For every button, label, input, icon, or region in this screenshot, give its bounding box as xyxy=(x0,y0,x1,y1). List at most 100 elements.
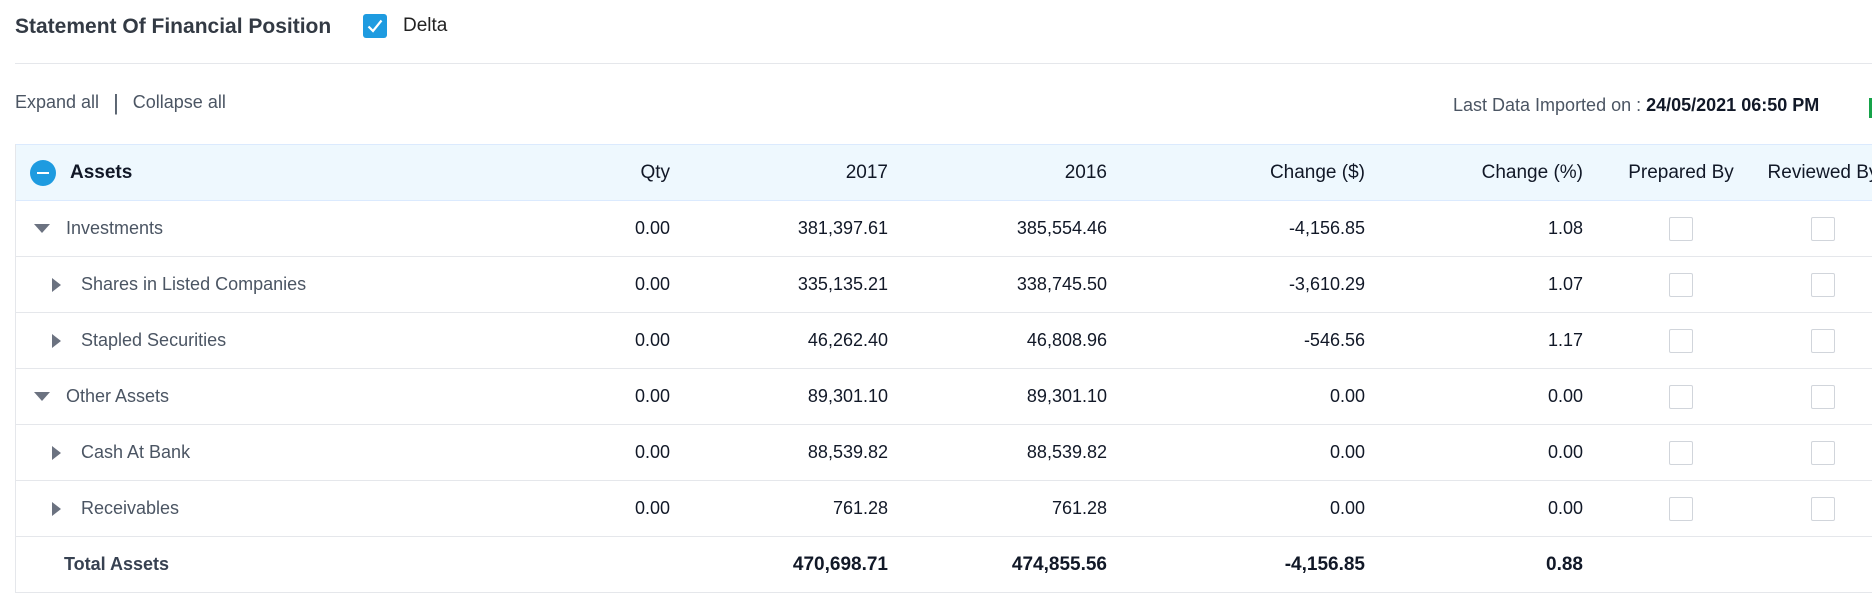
row-label[interactable]: Stapled Securities xyxy=(52,313,226,368)
check-icon xyxy=(367,19,383,33)
reviewed-by-cell xyxy=(1738,257,1872,312)
cell-change-percent: 1.07 xyxy=(1547,274,1583,294)
row-label-text: Cash At Bank xyxy=(81,442,191,462)
expand-all-link[interactable]: Expand all xyxy=(15,92,100,112)
cell-qty: 0.00 xyxy=(634,386,670,406)
cell-change-amount: 0.00 xyxy=(1329,386,1365,406)
last-import-label: Last Data Imported on : xyxy=(1453,95,1647,115)
last-import-info: Last Data Imported on : 24/05/2021 06:50… xyxy=(1453,95,1819,116)
prepared-by-cell xyxy=(1596,257,1766,312)
column-header-prepared-by: Prepared By xyxy=(1628,161,1734,183)
cell-2016: 385,554.46 xyxy=(1016,218,1107,238)
total-change-percent: 0.88 xyxy=(1546,553,1583,575)
table-header-row: Assets Qty 2017 2016 Change ($) Change (… xyxy=(16,144,1872,201)
cell-2017: 89,301.10 xyxy=(807,386,888,406)
caret-right-icon[interactable] xyxy=(52,333,61,348)
table-row: Investments 0.00 381,397.61 385,554.46 -… xyxy=(16,201,1872,257)
row-label[interactable]: Other Assets xyxy=(34,369,169,424)
cell-change-percent: 1.08 xyxy=(1547,218,1583,238)
cell-2017: 381,397.61 xyxy=(797,218,888,238)
prepared-by-checkbox[interactable] xyxy=(1669,496,1693,521)
reviewed-by-cell xyxy=(1738,313,1872,368)
delta-checkbox[interactable] xyxy=(363,14,387,38)
prepared-by-cell xyxy=(1596,425,1766,480)
column-header-change-percent: Change (%) xyxy=(1481,161,1583,183)
prepared-by-cell xyxy=(1596,481,1766,536)
cell-qty: 0.00 xyxy=(634,442,670,462)
cell-2017: 761.28 xyxy=(832,498,888,518)
column-header-change-amount: Change ($) xyxy=(1269,161,1365,183)
cell-2016: 89,301.10 xyxy=(1026,386,1107,406)
cell-2017: 88,539.82 xyxy=(807,442,888,462)
table-row: Cash At Bank 0.00 88,539.82 88,539.82 0.… xyxy=(16,425,1872,481)
row-label-text: Receivables xyxy=(81,498,180,518)
assets-section-toggle[interactable]: Assets xyxy=(30,145,132,200)
caret-right-icon[interactable] xyxy=(52,277,61,292)
prepared-by-checkbox[interactable] xyxy=(1669,216,1693,241)
cell-change-amount: -3,610.29 xyxy=(1288,274,1365,294)
reviewed-by-checkbox[interactable] xyxy=(1811,272,1835,297)
reviewed-by-cell xyxy=(1738,369,1872,424)
total-change-amount: -4,156.85 xyxy=(1284,553,1365,575)
cell-change-percent: 0.00 xyxy=(1547,442,1583,462)
reviewed-by-checkbox[interactable] xyxy=(1811,216,1835,241)
cell-change-amount: 0.00 xyxy=(1329,498,1365,518)
row-label[interactable]: Shares in Listed Companies xyxy=(52,257,306,312)
prepared-by-cell xyxy=(1596,369,1766,424)
row-label-text: Shares in Listed Companies xyxy=(81,274,307,294)
prepared-by-cell xyxy=(1596,201,1766,256)
table-row: Stapled Securities 0.00 46,262.40 46,808… xyxy=(16,313,1872,369)
reviewed-by-checkbox[interactable] xyxy=(1811,440,1835,465)
column-header-qty: Qty xyxy=(640,161,670,183)
page-header: Statement Of Financial Position Delta xyxy=(15,0,1872,64)
cell-2017: 335,135.21 xyxy=(797,274,888,294)
prepared-by-checkbox[interactable] xyxy=(1669,272,1693,297)
reviewed-by-cell xyxy=(1738,201,1872,256)
reviewed-by-checkbox[interactable] xyxy=(1811,496,1835,521)
reviewed-by-checkbox[interactable] xyxy=(1811,384,1835,409)
prepared-by-checkbox[interactable] xyxy=(1669,328,1693,353)
financial-table: Assets Qty 2017 2016 Change ($) Change (… xyxy=(15,144,1872,593)
cell-qty: 0.00 xyxy=(634,218,670,238)
total-2016: 474,855.56 xyxy=(1011,553,1107,575)
cell-2017: 46,262.40 xyxy=(807,330,888,350)
caret-right-icon[interactable] xyxy=(52,445,61,460)
edge-marker xyxy=(1869,98,1872,118)
cell-qty: 0.00 xyxy=(634,498,670,518)
delta-label: Delta xyxy=(403,15,448,36)
collapse-all-link[interactable]: Collapse all xyxy=(132,92,226,112)
reviewed-by-cell xyxy=(1738,481,1872,536)
assets-section-label: Assets xyxy=(70,161,133,183)
prepared-by-checkbox[interactable] xyxy=(1669,440,1693,465)
table-row: Receivables 0.00 761.28 761.28 0.00 0.00 xyxy=(16,481,1872,537)
delta-toggle[interactable]: Delta xyxy=(363,14,447,38)
collapse-circle-icon[interactable] xyxy=(30,159,56,186)
page-title: Statement Of Financial Position xyxy=(15,15,332,38)
table-row: Other Assets 0.00 89,301.10 89,301.10 0.… xyxy=(16,369,1872,425)
cell-2016: 88,539.82 xyxy=(1026,442,1107,462)
toolbar-separator: | xyxy=(113,89,119,115)
cell-2016: 761.28 xyxy=(1051,498,1107,518)
caret-down-icon[interactable] xyxy=(34,224,50,233)
column-header-reviewed-by: Reviewed By xyxy=(1767,161,1872,183)
table-row: Shares in Listed Companies 0.00 335,135.… xyxy=(16,257,1872,313)
row-label-text: Other Assets xyxy=(66,386,170,406)
cell-qty: 0.00 xyxy=(634,330,670,350)
reviewed-by-checkbox[interactable] xyxy=(1811,328,1835,353)
last-import-value: 24/05/2021 06:50 PM xyxy=(1646,95,1820,115)
cell-2016: 338,745.50 xyxy=(1016,274,1107,294)
row-label[interactable]: Cash At Bank xyxy=(52,425,190,480)
cell-change-percent: 0.00 xyxy=(1547,386,1583,406)
row-label[interactable]: Investments xyxy=(34,201,163,256)
cell-change-amount: 0.00 xyxy=(1329,442,1365,462)
cell-change-amount: -4,156.85 xyxy=(1288,218,1365,238)
reviewed-by-cell xyxy=(1738,425,1872,480)
row-label-text: Stapled Securities xyxy=(81,330,227,350)
caret-right-icon[interactable] xyxy=(52,501,61,516)
caret-down-icon[interactable] xyxy=(34,392,50,401)
prepared-by-cell xyxy=(1596,313,1766,368)
row-label[interactable]: Receivables xyxy=(52,481,179,536)
column-header-2017: 2017 xyxy=(845,161,888,183)
prepared-by-checkbox[interactable] xyxy=(1669,384,1693,409)
